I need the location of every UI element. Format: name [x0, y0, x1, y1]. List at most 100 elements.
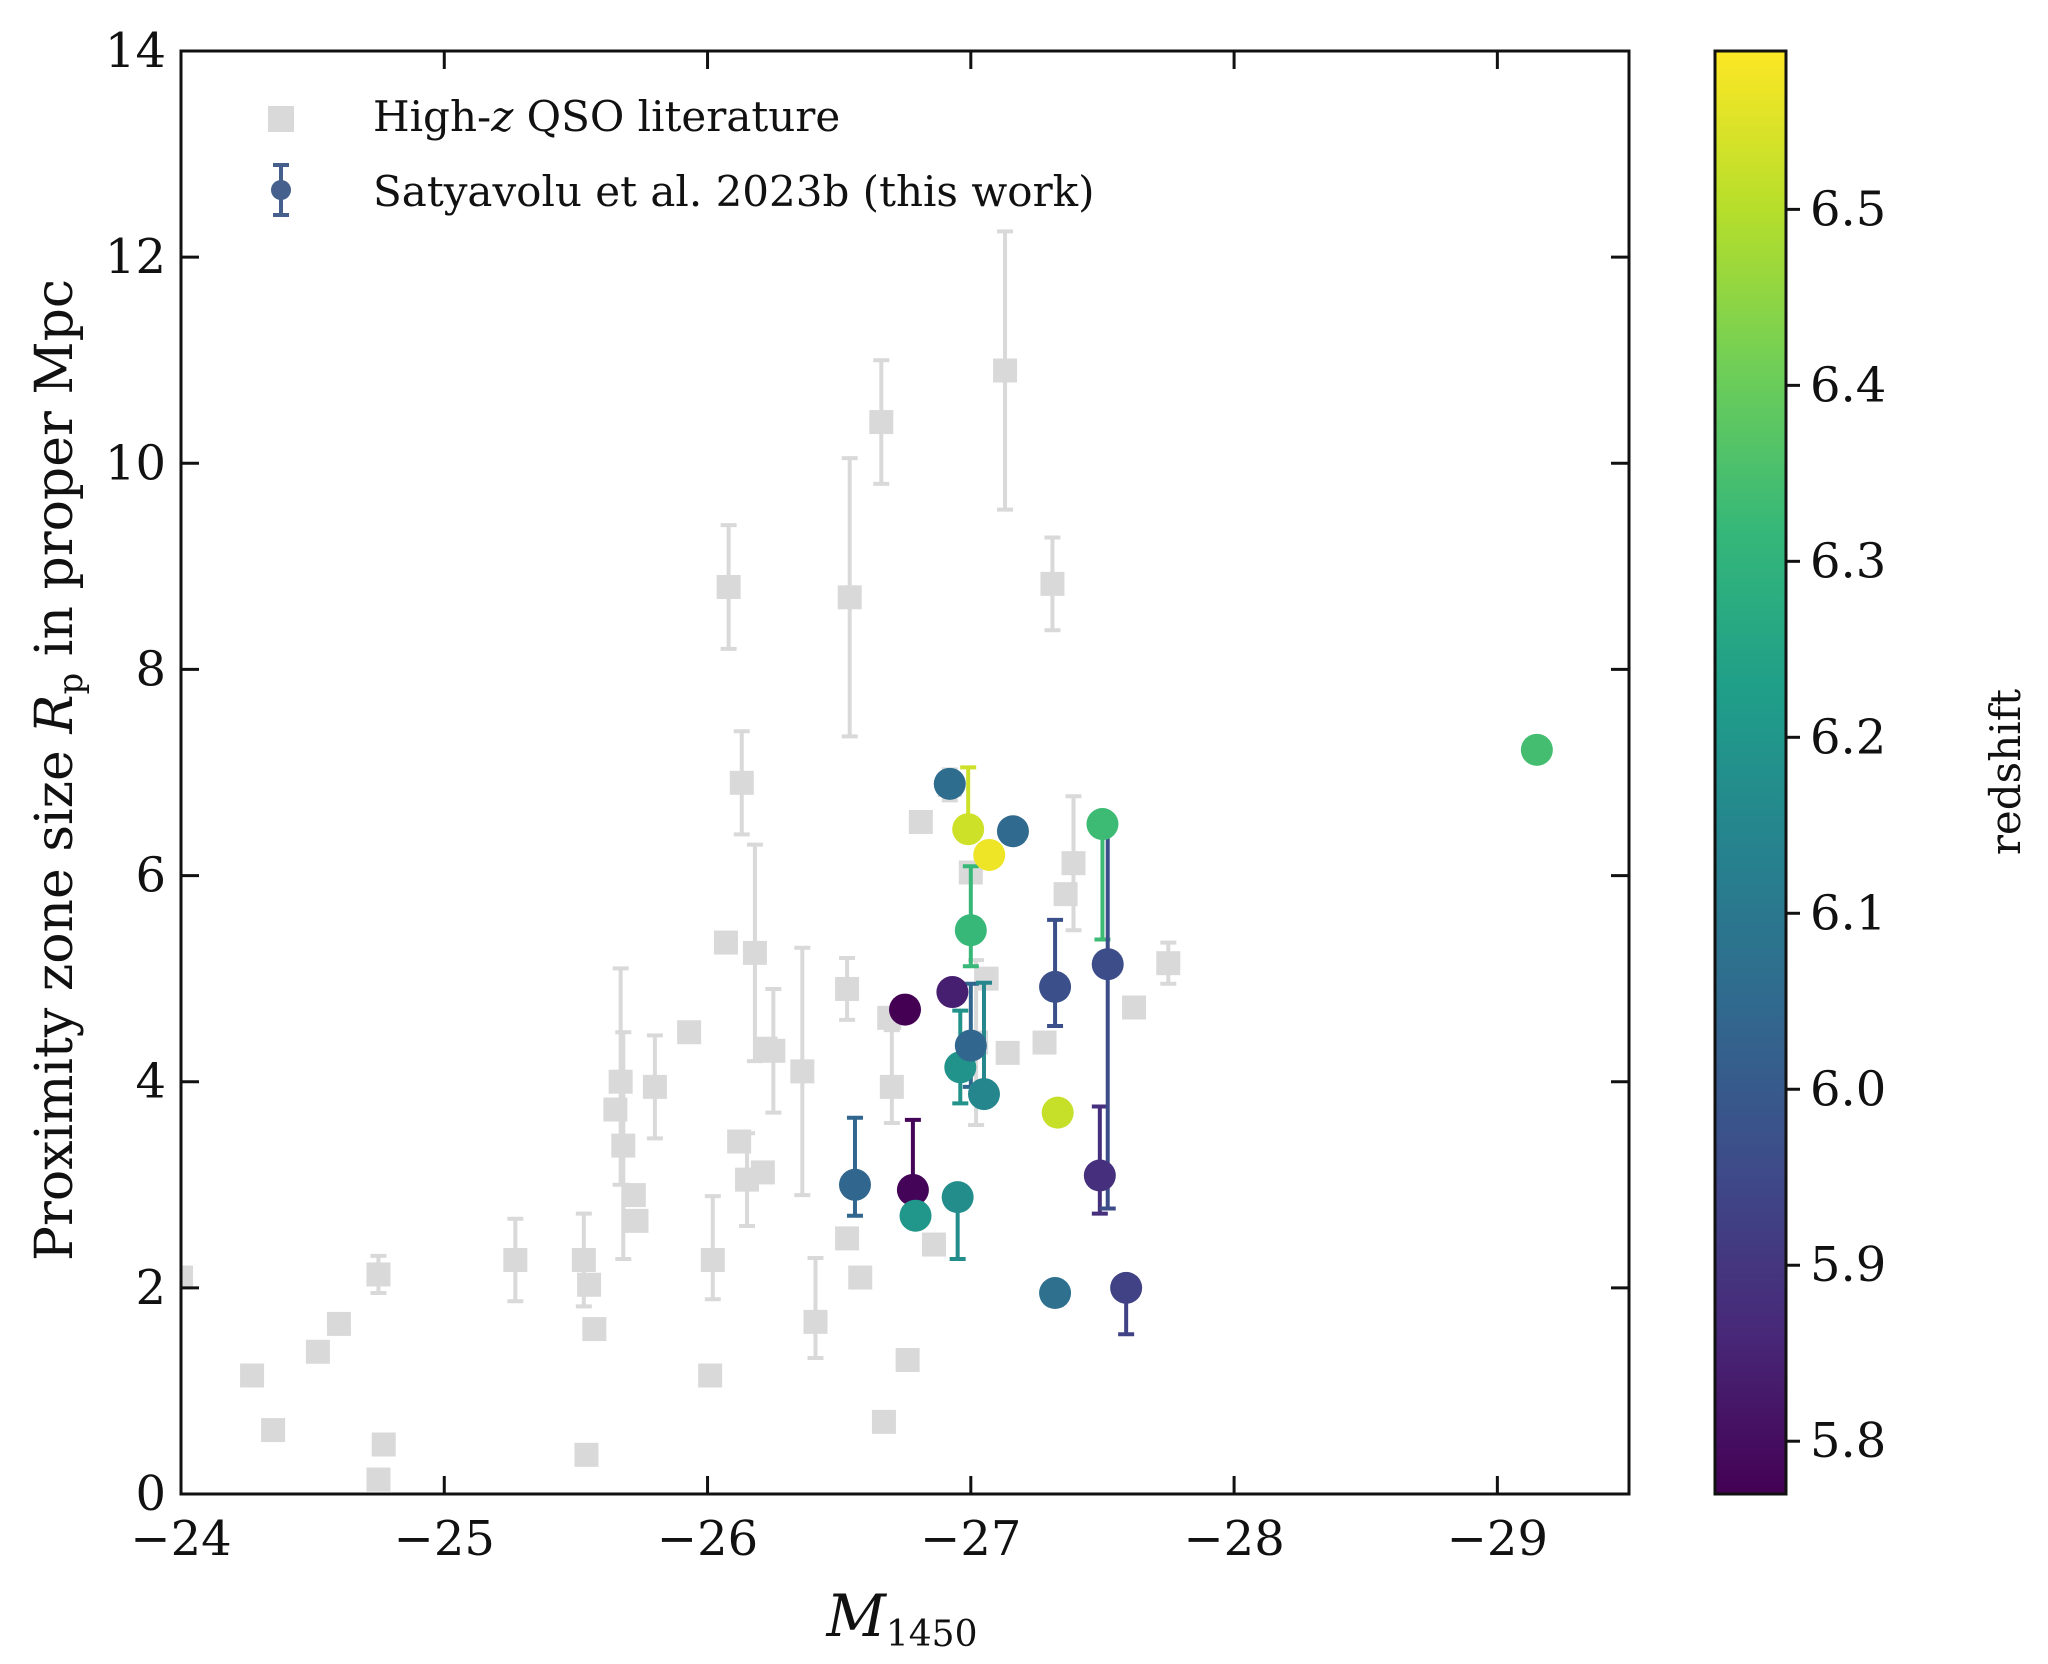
- literature-point: [835, 976, 860, 1001]
- y-tick-label: 0: [135, 1466, 166, 1522]
- literature-point: [326, 1311, 351, 1336]
- literature-point: [716, 574, 741, 599]
- literature-point: [750, 1160, 775, 1185]
- this-work-series-layer: [838, 733, 1553, 1337]
- colorbar-tick-label: 5.8: [1810, 1413, 1886, 1469]
- legend-literature-marker: [268, 106, 294, 132]
- this-work-point: [1110, 1271, 1143, 1304]
- literature-point: [181, 1265, 193, 1290]
- y-tick-label: 2: [135, 1260, 166, 1316]
- this-work-point: [967, 1078, 1000, 1111]
- literature-point: [879, 1074, 904, 1099]
- literature-point: [1061, 851, 1086, 876]
- y-tick-label: 12: [105, 229, 166, 285]
- x-tick-label: −28: [1183, 1511, 1284, 1567]
- legend-this-work-label: Satyavolu et al. 2023b (this work): [373, 167, 1095, 216]
- literature-point: [895, 1348, 920, 1373]
- legend-literature-label: High-z QSO literature: [373, 92, 840, 141]
- this-work-point: [838, 1168, 871, 1201]
- this-work-point: [996, 815, 1029, 848]
- x-tick-label: −29: [1447, 1511, 1548, 1567]
- this-work-point: [1083, 1159, 1116, 1192]
- this-work-point: [896, 1173, 929, 1206]
- literature-point: [1032, 1030, 1057, 1055]
- literature-point: [727, 1129, 752, 1154]
- x-axis-label: M1450: [825, 1582, 977, 1655]
- literature-point: [803, 1309, 828, 1334]
- this-work-point: [952, 813, 985, 846]
- this-work-point: [1086, 808, 1119, 841]
- this-work-point: [954, 1029, 987, 1062]
- literature-point: [305, 1339, 330, 1364]
- y-tick-label: 14: [105, 23, 166, 79]
- y-tick-label: 8: [135, 641, 166, 697]
- literature-point: [624, 1208, 649, 1233]
- colorbar-ticks-layer: 5.8 5.9 6.0 6.1 6.2 6.3 6.4 6.5: [1786, 181, 1886, 1469]
- literature-point: [700, 1248, 725, 1273]
- literature-point: [366, 1262, 391, 1287]
- literature-point: [871, 1409, 896, 1434]
- literature-point: [1122, 995, 1147, 1020]
- colorbar-tick-label: 6.0: [1810, 1061, 1886, 1117]
- legend-this-work-marker: [271, 163, 291, 217]
- this-work-point: [899, 1199, 932, 1232]
- x-tick-label: −24: [130, 1511, 231, 1567]
- literature-point: [677, 1020, 702, 1045]
- literature-point: [611, 1133, 636, 1158]
- x-tick-label: −25: [394, 1511, 495, 1567]
- y-tick-label: 4: [135, 1054, 166, 1110]
- colorbar-tick-label: 6.4: [1810, 357, 1886, 413]
- axis-ticks-layer: −24 −25 −26 −27 −28 −29 0 2 4 6 8 10 12 14: [105, 23, 1629, 1567]
- legend: High-z QSO literature Satyavolu et al. 2…: [268, 92, 1095, 217]
- literature-point: [1040, 571, 1065, 596]
- literature-point: [642, 1074, 667, 1099]
- literature-point: [582, 1317, 607, 1342]
- literature-point: [371, 1432, 396, 1457]
- literature-point: [503, 1248, 528, 1273]
- literature-point: [713, 930, 738, 955]
- this-work-point: [889, 993, 921, 1026]
- literature-point: [240, 1363, 265, 1388]
- x-tick-label: −26: [657, 1511, 758, 1567]
- literature-point: [761, 1038, 786, 1063]
- colorbar-tick-label: 5.9: [1810, 1237, 1886, 1293]
- literature-point: [908, 809, 933, 834]
- this-work-point: [954, 914, 987, 947]
- literature-point: [869, 410, 894, 435]
- this-work-point: [1091, 948, 1124, 981]
- y-tick-label: 6: [135, 848, 166, 904]
- literature-point: [608, 1069, 633, 1094]
- literature-series-layer: [181, 229, 1181, 1492]
- colorbar-tick-label: 6.1: [1810, 885, 1886, 941]
- literature-point: [835, 1226, 860, 1251]
- literature-point: [574, 1442, 599, 1467]
- y-tick-label: 10: [105, 435, 166, 491]
- literature-point: [790, 1059, 815, 1084]
- plot-frame: [179, 49, 1631, 1496]
- this-work-point: [1520, 733, 1553, 766]
- this-work-point: [1039, 1277, 1072, 1310]
- colorbar-tick-label: 6.5: [1810, 181, 1886, 237]
- this-work-point: [933, 767, 966, 800]
- y-axis-label: Proximity zone size Rp in proper Mpc: [25, 279, 91, 1261]
- literature-point: [974, 966, 999, 991]
- literature-point: [921, 1232, 946, 1257]
- literature-point: [837, 585, 862, 610]
- this-work-point: [936, 976, 969, 1009]
- literature-point: [1156, 951, 1181, 976]
- literature-point: [993, 358, 1018, 383]
- colorbar: [1713, 49, 1788, 1496]
- literature-point: [571, 1248, 596, 1273]
- this-work-point: [941, 1181, 974, 1214]
- literature-point: [1053, 882, 1078, 907]
- literature-point: [621, 1183, 646, 1208]
- literature-point: [848, 1265, 873, 1290]
- colorbar-label: redshift: [1981, 689, 2030, 855]
- literature-point: [577, 1272, 602, 1297]
- x-tick-label: −27: [920, 1511, 1021, 1567]
- colorbar-tick-label: 6.3: [1810, 533, 1886, 589]
- literature-point: [698, 1363, 723, 1388]
- literature-point: [261, 1418, 286, 1443]
- this-work-point: [1041, 1096, 1074, 1129]
